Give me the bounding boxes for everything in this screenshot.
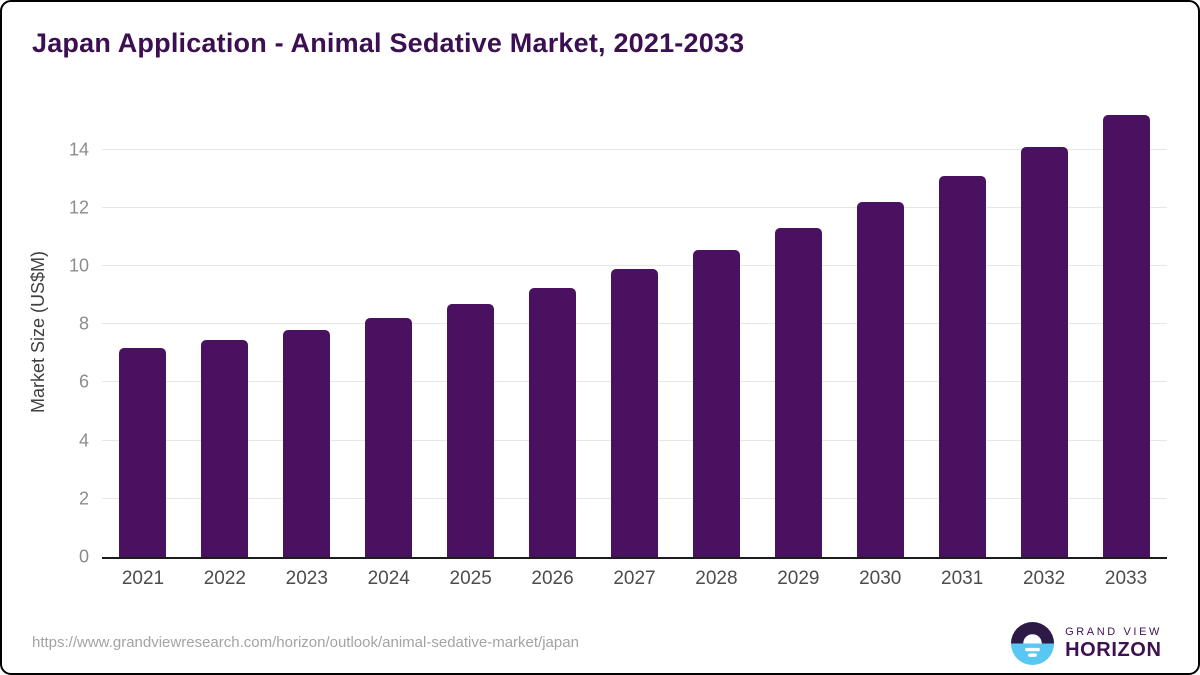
chart-title: Japan Application - Animal Sedative Mark… (32, 28, 745, 58)
bar-slot (1003, 106, 1085, 557)
y-tick-label: 2 (78, 488, 89, 509)
bar-2027[interactable] (610, 268, 658, 557)
x-tick-label: 2023 (285, 568, 328, 589)
bar-slot (1085, 106, 1167, 557)
y-tick-label: 8 (78, 313, 89, 334)
bar-2023[interactable] (283, 330, 331, 557)
x-tick-label: 2029 (777, 568, 820, 589)
gridline (102, 206, 1167, 208)
bar-2024[interactable] (365, 318, 413, 557)
logo-product-name: HORIZON (1065, 638, 1162, 661)
bar-slot (102, 106, 184, 557)
x-axis-tick-labels: 2021 2022 2023 2024 2025 2026 2027 2028 2029 2030… (102, 568, 1167, 590)
x-tick-label: 2030 (859, 568, 902, 589)
y-tick-label: 0 (78, 546, 89, 567)
bar-slot (921, 106, 1003, 557)
y-tick-label: 4 (78, 430, 89, 451)
y-axis-title-wrap: Market Size (US$M) (26, 106, 50, 559)
x-tick-label: 2021 (121, 568, 165, 589)
x-tick-label: 2026 (531, 568, 574, 589)
x-tick-label: 2033 (1104, 568, 1148, 589)
bar-slot (675, 106, 757, 557)
x-tick-label: 2032 (1022, 568, 1066, 589)
bar-2025[interactable] (447, 303, 495, 557)
bar-slot (594, 106, 676, 557)
bar-2031[interactable] (938, 175, 986, 557)
bar-slot (512, 106, 594, 557)
logo-brand-name: GRAND VIEW (1065, 625, 1162, 638)
x-tick-label: 2025 (449, 568, 492, 589)
brand-logo: GRAND VIEW HORIZON (1009, 620, 1162, 667)
x-tick-label: 2027 (613, 568, 656, 589)
y-tick-label: 12 (68, 197, 89, 218)
bar-slot (757, 106, 839, 557)
y-axis-title: Market Size (US$M) (27, 251, 48, 414)
bar-slot (430, 106, 512, 557)
x-tick-label: 2031 (941, 568, 984, 589)
bar-2033[interactable] (1102, 114, 1150, 557)
gridline (102, 265, 1167, 267)
plot-area: 0 2 4 6 8 10 12 14 (69, 106, 1167, 567)
bar-2032[interactable] (1020, 146, 1068, 557)
brand-logo-text: GRAND VIEW HORIZON (1065, 626, 1162, 662)
bar-2022[interactable] (201, 340, 249, 557)
bar-series (102, 106, 1167, 557)
bar-2030[interactable] (856, 202, 904, 557)
bar-slot (348, 106, 430, 557)
y-tick-label: 14 (68, 139, 89, 160)
bar-2021[interactable] (119, 347, 167, 557)
y-tick-label: 10 (68, 255, 89, 276)
bar-slot (266, 106, 348, 557)
x-tick-label: 2022 (203, 568, 247, 589)
bar-2026[interactable] (529, 287, 577, 557)
source-url: https://www.grandviewresearch.com/horizo… (32, 634, 579, 651)
x-tick-label: 2028 (695, 568, 738, 589)
bar-2028[interactable] (692, 250, 740, 557)
horizon-sun-icon (1011, 621, 1055, 666)
bar-2029[interactable] (774, 228, 822, 557)
bar-slot (184, 106, 266, 557)
y-tick-label: 6 (78, 371, 89, 392)
bar-slot (839, 106, 921, 557)
x-tick-label: 2024 (367, 568, 410, 589)
gridline (102, 148, 1167, 150)
